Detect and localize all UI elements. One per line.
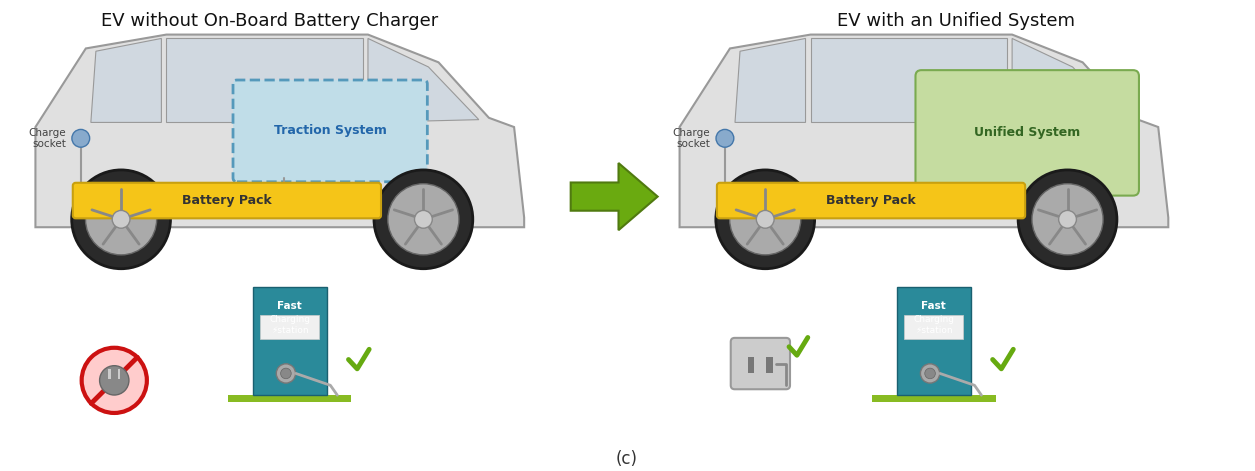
Bar	[108, 369, 110, 379]
Circle shape	[388, 184, 459, 255]
Text: Fast: Fast	[277, 301, 302, 311]
Text: Charging: Charging	[914, 315, 954, 324]
Circle shape	[82, 348, 147, 413]
Polygon shape	[679, 34, 1168, 227]
Circle shape	[72, 170, 171, 269]
Polygon shape	[571, 163, 658, 230]
FancyBboxPatch shape	[73, 183, 382, 219]
Polygon shape	[167, 39, 363, 122]
Text: ⚡station: ⚡station	[915, 325, 953, 334]
Text: Fast: Fast	[921, 301, 946, 311]
Text: Battery Pack: Battery Pack	[826, 194, 916, 207]
Circle shape	[414, 211, 432, 228]
Circle shape	[99, 365, 129, 395]
Circle shape	[1032, 184, 1103, 255]
FancyBboxPatch shape	[730, 338, 789, 389]
Polygon shape	[1012, 39, 1123, 122]
Circle shape	[1018, 170, 1117, 269]
Circle shape	[85, 184, 157, 255]
Polygon shape	[368, 39, 479, 122]
Text: EV without On-Board Battery Charger: EV without On-Board Battery Charger	[100, 12, 438, 30]
Bar	[897, 286, 971, 395]
FancyBboxPatch shape	[717, 183, 1025, 219]
Polygon shape	[811, 39, 1007, 122]
Text: Traction System: Traction System	[274, 124, 387, 138]
Bar	[872, 395, 995, 402]
Circle shape	[276, 364, 295, 383]
Text: (c): (c)	[616, 449, 638, 468]
Circle shape	[72, 130, 89, 147]
Bar	[228, 395, 351, 402]
Bar	[260, 315, 319, 339]
Bar	[766, 357, 773, 373]
Text: Unified System: Unified System	[974, 126, 1081, 139]
Text: ⚡station: ⚡station	[271, 325, 309, 334]
Text: Charge
socket: Charge socket	[29, 128, 67, 149]
Circle shape	[1059, 211, 1077, 228]
Bar	[118, 369, 120, 379]
Circle shape	[374, 170, 473, 269]
Polygon shape	[735, 39, 806, 122]
Polygon shape	[90, 39, 162, 122]
Bar	[904, 315, 964, 339]
Circle shape	[920, 364, 940, 383]
Polygon shape	[35, 34, 525, 227]
Bar	[252, 286, 326, 395]
Bar	[748, 357, 754, 373]
Circle shape	[717, 130, 734, 147]
Text: Battery Pack: Battery Pack	[182, 194, 272, 207]
FancyBboxPatch shape	[915, 70, 1140, 195]
Circle shape	[757, 211, 774, 228]
Text: EV with an Unified System: EV with an Unified System	[837, 12, 1076, 30]
Circle shape	[729, 184, 801, 255]
Circle shape	[281, 368, 291, 379]
Text: Charging: Charging	[269, 315, 310, 324]
Circle shape	[715, 170, 814, 269]
Text: Charge
socket: Charge socket	[673, 128, 710, 149]
Circle shape	[925, 368, 935, 379]
FancyBboxPatch shape	[233, 80, 428, 182]
Circle shape	[112, 211, 131, 228]
